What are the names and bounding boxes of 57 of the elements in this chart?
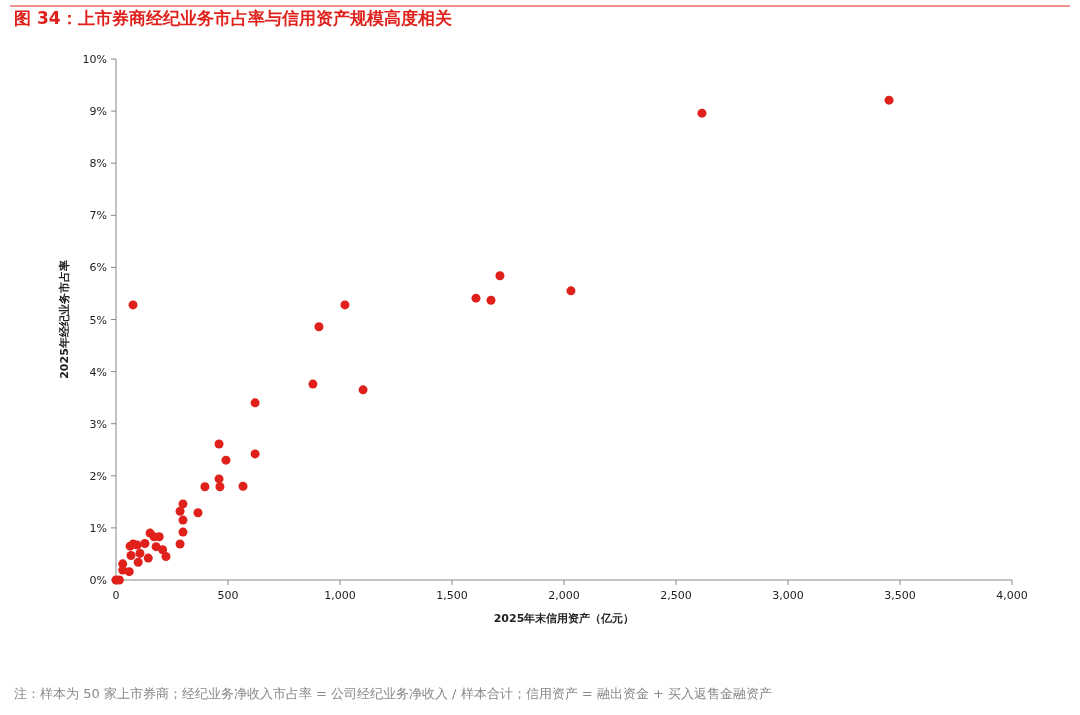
point bbox=[471, 293, 481, 303]
point bbox=[133, 557, 143, 567]
point bbox=[175, 506, 185, 516]
point bbox=[566, 286, 576, 296]
x-tick-label: 500 bbox=[217, 589, 239, 602]
point bbox=[215, 482, 225, 492]
point bbox=[314, 322, 324, 332]
y-tick-label: 3% bbox=[89, 417, 107, 431]
point bbox=[214, 439, 224, 449]
point bbox=[135, 548, 145, 558]
y-tick-label: 1% bbox=[89, 521, 107, 535]
point bbox=[124, 567, 134, 577]
point bbox=[214, 474, 224, 484]
x-tick-label: 2,500 bbox=[660, 589, 692, 602]
point bbox=[697, 108, 707, 118]
x-tick-label: 1,000 bbox=[324, 589, 356, 602]
x-tick-label: 2,000 bbox=[548, 589, 580, 602]
point bbox=[178, 499, 188, 509]
y-tick-label: 9% bbox=[89, 105, 107, 119]
y-tick-label: 4% bbox=[89, 365, 107, 379]
point bbox=[308, 379, 318, 389]
x-axis-title: 2025年末信用资产（亿元） bbox=[493, 612, 635, 625]
point bbox=[221, 455, 231, 465]
chart-title: 图 34：上市券商经纪业务市占率与信用资产规模高度相关 bbox=[14, 8, 452, 28]
x-tick-label: 1,500 bbox=[436, 589, 468, 602]
point bbox=[250, 398, 260, 408]
point bbox=[126, 551, 136, 561]
point bbox=[238, 481, 248, 491]
point bbox=[175, 539, 185, 549]
y-axis-title: 2025年经纪业务市占率 bbox=[58, 260, 71, 379]
point bbox=[250, 449, 260, 459]
point bbox=[486, 295, 496, 305]
point bbox=[178, 527, 188, 537]
point bbox=[178, 515, 188, 525]
point bbox=[358, 385, 368, 395]
x-tick-label: 4,000 bbox=[996, 589, 1028, 602]
x-tick-label: 3,500 bbox=[884, 589, 916, 602]
point bbox=[200, 482, 210, 492]
y-tick-label: 10% bbox=[82, 53, 107, 66]
point bbox=[495, 271, 505, 281]
y-tick-label: 6% bbox=[89, 261, 107, 275]
text: 注：样本为 50 家上市券商；经纪业务净收入市占率 = 公司经纪业务净收入 / 样本合计；信用资产 = 融出资金 + 买入返售金融资产 bbox=[14, 686, 772, 701]
y-tick-label: 8% bbox=[89, 157, 107, 171]
y-tick-label: 0% bbox=[89, 574, 107, 587]
point bbox=[140, 539, 150, 549]
point bbox=[193, 508, 203, 518]
point bbox=[143, 553, 153, 563]
x-tick-label: 3,000 bbox=[772, 589, 804, 602]
y-tick-label: 7% bbox=[89, 209, 107, 223]
point bbox=[161, 552, 171, 562]
point bbox=[340, 300, 350, 310]
y-tick-label: 5% bbox=[89, 313, 107, 327]
point bbox=[884, 95, 894, 105]
point bbox=[158, 545, 168, 555]
point bbox=[128, 300, 138, 310]
y-tick-label: 2% bbox=[89, 469, 107, 483]
x-tick-label: 0 bbox=[112, 589, 120, 602]
